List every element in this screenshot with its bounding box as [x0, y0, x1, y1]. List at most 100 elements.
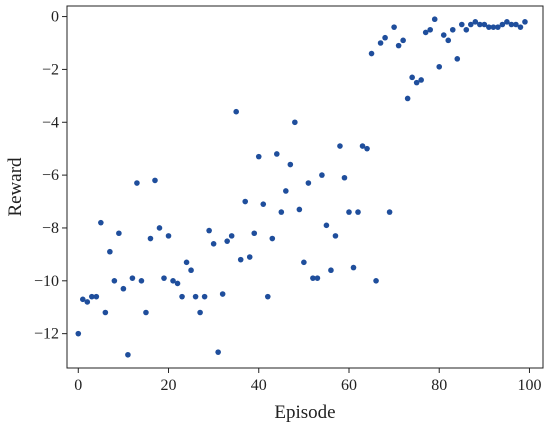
- data-point: [89, 293, 95, 300]
- data-point: [463, 26, 470, 33]
- x-tick-label: 80: [431, 377, 447, 394]
- data-point: [517, 24, 524, 30]
- data-point: [481, 21, 488, 28]
- data-point: [382, 34, 388, 41]
- data-point: [495, 24, 501, 30]
- data-point: [255, 153, 262, 160]
- data-point: [242, 198, 249, 205]
- data-point: [373, 278, 379, 284]
- data-point: [93, 293, 100, 300]
- data-point: [143, 309, 149, 316]
- x-tick-label: 0: [74, 377, 82, 394]
- data-point: [228, 233, 235, 239]
- data-point: [116, 230, 122, 237]
- x-axis-title: Episode: [274, 402, 335, 423]
- x-tick-label: 100: [517, 377, 541, 394]
- data-point: [233, 108, 239, 115]
- data-point: [449, 26, 456, 33]
- data-point: [138, 278, 145, 284]
- data-point: [355, 209, 361, 215]
- data-point: [188, 267, 194, 274]
- y-tick-label: −2: [42, 61, 59, 78]
- data-point: [472, 19, 479, 25]
- data-point: [201, 293, 208, 300]
- data-point: [454, 56, 461, 62]
- data-point: [310, 275, 316, 281]
- data-point: [179, 293, 185, 300]
- data-point: [350, 264, 357, 271]
- data-point: [477, 21, 483, 28]
- data-point: [129, 275, 136, 281]
- y-tick-label: −4: [42, 114, 59, 131]
- data-point: [134, 180, 140, 186]
- data-point: [287, 161, 294, 168]
- x-tick-label: 40: [251, 377, 267, 394]
- data-point: [283, 188, 289, 194]
- data-point: [422, 29, 429, 36]
- data-point: [278, 209, 285, 215]
- data-point: [314, 275, 321, 281]
- data-point: [468, 21, 474, 28]
- data-point: [409, 74, 415, 81]
- data-point: [210, 241, 217, 247]
- data-point: [170, 278, 176, 284]
- data-point: [395, 42, 402, 49]
- y-tick-label: 0: [51, 9, 59, 26]
- data-point: [197, 309, 203, 316]
- data-point: [499, 21, 506, 28]
- data-point: [440, 32, 447, 38]
- data-point: [75, 330, 82, 337]
- y-tick-label: −10: [34, 273, 59, 290]
- data-point: [246, 254, 253, 260]
- data-point: [102, 309, 109, 316]
- data-point: [377, 40, 384, 46]
- data-point: [251, 230, 258, 237]
- data-point: [504, 19, 510, 25]
- data-point: [436, 63, 443, 70]
- data-point: [359, 143, 366, 149]
- plot-frame: [66, 5, 544, 369]
- data-point: [513, 21, 519, 28]
- data-point: [458, 21, 465, 28]
- data-point: [111, 278, 118, 284]
- data-point: [305, 180, 312, 186]
- data-point: [522, 19, 528, 25]
- data-point: [413, 79, 420, 86]
- data-point: [84, 299, 91, 305]
- x-tick-label: 60: [341, 377, 357, 394]
- y-tick-label: −12: [34, 326, 59, 343]
- data-points: [75, 16, 528, 358]
- data-point: [174, 280, 181, 287]
- data-point: [319, 172, 325, 178]
- data-point: [323, 222, 330, 229]
- y-tick-label: −8: [42, 220, 59, 237]
- data-point: [400, 37, 406, 44]
- data-point: [260, 201, 267, 207]
- y-axis-title: Reward: [5, 157, 26, 217]
- data-point: [152, 177, 158, 184]
- data-point: [237, 256, 244, 263]
- data-point: [368, 50, 375, 57]
- data-point: [98, 219, 104, 226]
- data-point: [364, 145, 370, 152]
- data-point: [337, 143, 343, 149]
- data-point: [445, 37, 452, 44]
- data-point: [418, 77, 424, 83]
- data-point: [79, 296, 86, 303]
- data-point: [219, 291, 226, 297]
- data-point: [215, 349, 221, 355]
- data-point: [292, 119, 298, 126]
- data-point: [183, 259, 190, 266]
- data-point: [346, 209, 352, 215]
- data-point: [274, 151, 280, 157]
- data-point: [301, 259, 307, 266]
- data-point: [490, 24, 497, 30]
- data-point: [192, 293, 199, 300]
- data-point: [224, 238, 230, 244]
- data-point: [332, 233, 339, 239]
- data-point: [404, 95, 411, 102]
- data-point: [386, 209, 393, 215]
- data-point: [165, 233, 172, 239]
- data-point: [328, 267, 334, 274]
